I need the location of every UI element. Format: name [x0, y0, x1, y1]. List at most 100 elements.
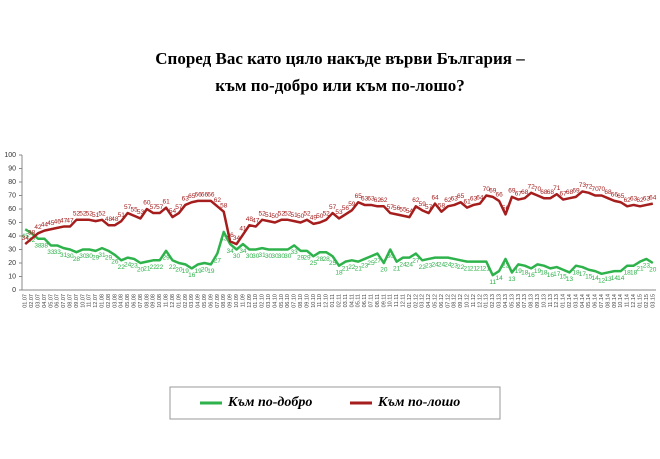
- value-label: 30: [233, 253, 241, 260]
- value-label: 34: [233, 235, 241, 242]
- x-tick-label: 04.13: [503, 294, 509, 308]
- value-label: 68: [566, 189, 574, 196]
- value-label: 24: [431, 261, 439, 268]
- value-label: 21: [470, 265, 478, 272]
- value-label: 15: [585, 273, 593, 280]
- y-tick-label: 90: [8, 165, 16, 172]
- value-label: 18: [335, 269, 343, 276]
- value-label: 22: [156, 264, 164, 271]
- value-label: 62: [636, 197, 644, 204]
- value-label: 23: [502, 263, 510, 270]
- value-label: 53: [335, 209, 343, 216]
- x-tick-label: 10.14: [618, 294, 624, 308]
- value-label: 19: [534, 268, 542, 275]
- x-tick-label: 03.07: [35, 294, 41, 308]
- value-label: 43: [220, 236, 228, 243]
- x-tick-label: 08.12: [452, 294, 458, 308]
- x-tick-label: 11.14: [625, 294, 631, 307]
- x-tick-label: 12.10: [324, 294, 330, 308]
- value-label: 52: [323, 211, 331, 218]
- value-label: 29: [297, 255, 305, 262]
- value-label: 51: [291, 212, 299, 219]
- x-tick-label: 02.12: [413, 294, 419, 308]
- value-label: 57: [425, 204, 433, 211]
- value-label: 25: [367, 260, 375, 267]
- value-label: 51: [265, 212, 273, 219]
- x-tick-label: 05.09: [202, 294, 208, 308]
- value-label: 21: [483, 265, 491, 272]
- value-label: 72: [528, 184, 536, 191]
- value-label: 21: [476, 265, 484, 272]
- value-label: 47: [60, 217, 68, 224]
- value-label: 14: [592, 275, 600, 282]
- value-label: 55: [130, 206, 138, 213]
- value-label: 69: [489, 188, 497, 195]
- x-tick-label: 04.07: [42, 294, 48, 308]
- value-label: 56: [393, 205, 401, 212]
- value-label: 51: [118, 212, 126, 219]
- x-tick-label: 10.10: [311, 294, 317, 308]
- value-label: 58: [438, 202, 446, 209]
- x-tick-label: 04.12: [426, 294, 432, 308]
- value-label: 48: [105, 216, 113, 223]
- value-label: 52: [73, 211, 81, 218]
- value-label: 34: [22, 235, 30, 242]
- value-label: 41: [239, 225, 247, 232]
- value-label: 52: [86, 211, 94, 218]
- value-label: 68: [540, 189, 548, 196]
- value-label: 19: [194, 268, 202, 275]
- value-label: 22: [118, 264, 126, 271]
- x-tick-label: 07.12: [445, 294, 451, 308]
- x-tick-label: 05.10: [279, 294, 285, 308]
- x-tick-label: 10.07: [80, 294, 86, 308]
- y-tick-label: 30: [8, 246, 16, 253]
- x-tick-label: 06.13: [516, 294, 522, 308]
- value-label: 13: [604, 276, 612, 283]
- value-label: 50: [297, 213, 305, 220]
- value-label: 70: [534, 186, 542, 193]
- x-tick-label: 04.11: [349, 294, 355, 307]
- value-label: 38: [28, 229, 36, 236]
- x-tick-label: 12.14: [631, 294, 637, 308]
- x-tick-label: 07.07: [61, 294, 67, 308]
- value-label: 63: [182, 196, 190, 203]
- value-label: 22: [150, 264, 158, 271]
- value-label: 29: [105, 255, 113, 262]
- value-label: 25: [329, 260, 337, 267]
- y-tick-label: 60: [8, 206, 16, 213]
- x-tick-label: 04.08: [119, 294, 125, 308]
- x-tick-label: 03.09: [189, 294, 195, 308]
- value-label: 57: [156, 204, 164, 211]
- value-label: 20: [137, 267, 145, 274]
- x-tick-label: 08.10: [298, 294, 304, 308]
- value-label: 21: [463, 265, 471, 272]
- value-label: 18: [624, 269, 632, 276]
- x-tick-label: 08.08: [144, 294, 150, 308]
- value-label: 25: [310, 260, 318, 267]
- value-label: 55: [399, 206, 407, 213]
- x-tick-label: 08.11: [375, 294, 381, 307]
- x-tick-label: 05.08: [125, 294, 131, 308]
- x-tick-label: 09.11: [381, 294, 387, 307]
- value-label: 21: [342, 265, 350, 272]
- value-label: 64: [476, 194, 484, 201]
- value-label: 33: [54, 249, 62, 256]
- x-tick-label: 09.12: [458, 294, 464, 308]
- value-label: 56: [342, 205, 350, 212]
- value-label: 52: [259, 211, 267, 218]
- x-tick-label: 02.09: [183, 294, 189, 308]
- x-tick-label: 02.15: [644, 294, 650, 308]
- x-tick-label: 07.13: [522, 294, 528, 308]
- y-tick-label: 40: [8, 233, 16, 240]
- x-tick-label: 12.07: [93, 294, 99, 308]
- value-label: 20: [201, 267, 209, 274]
- value-label: 16: [188, 272, 196, 279]
- value-label: 30: [86, 253, 94, 260]
- value-label: 27: [214, 257, 222, 264]
- value-label: 63: [630, 196, 638, 203]
- value-label: 20: [649, 267, 657, 274]
- value-label: 14: [495, 275, 503, 282]
- value-label: 57: [175, 204, 183, 211]
- x-tick-label: 12.11: [400, 294, 406, 307]
- x-tick-label: 06.08: [132, 294, 138, 308]
